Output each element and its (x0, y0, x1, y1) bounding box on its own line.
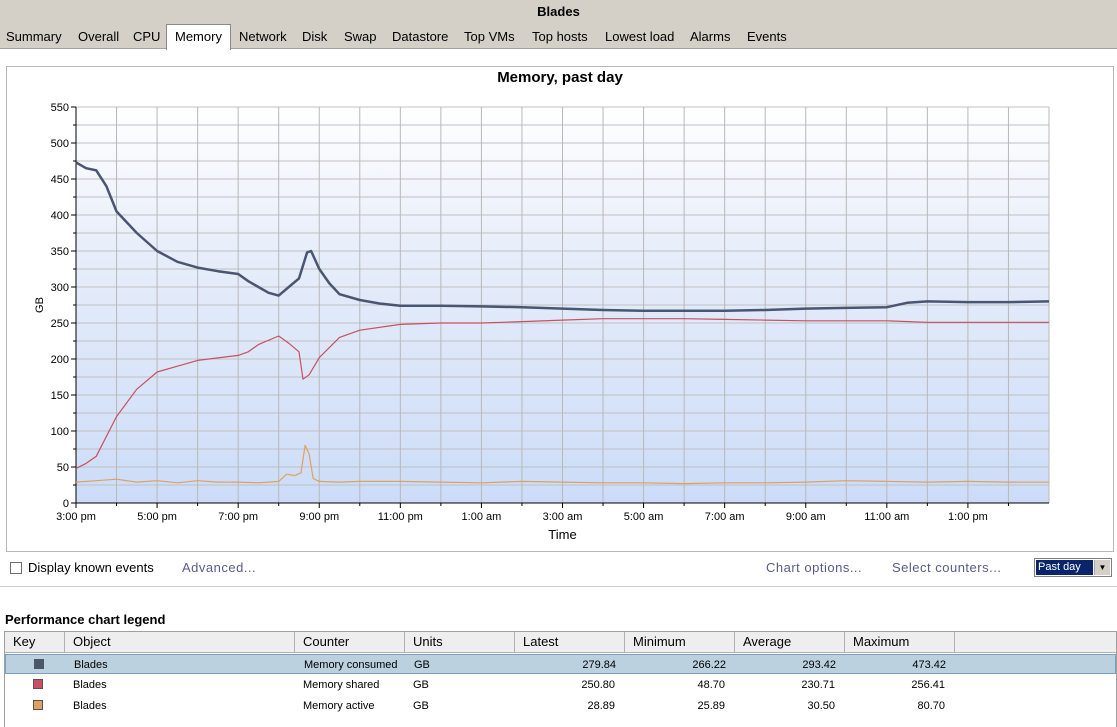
tab-top-vms[interactable]: Top VMs (464, 29, 515, 44)
row-object: Blades (74, 659, 108, 671)
col-counter[interactable]: Counter (295, 632, 405, 652)
tab-top-hosts[interactable]: Top hosts (532, 29, 588, 44)
x-axis-label: Time (548, 527, 576, 542)
x-tick-label: 1:00 pm (948, 511, 988, 523)
y-tick-label: 350 (51, 246, 69, 258)
memory-line-chart: 0 50 100 150 200 250 300 350 400 450 500 550 3:00 pm… (34, 102, 1050, 542)
series-line (75, 318, 1049, 469)
tab-cpu[interactable]: CPU (133, 29, 161, 44)
series-color-swatch (34, 659, 44, 669)
row-latest: 28.89 (587, 700, 615, 712)
chart-panel: Memory, past day 0 50 100 150 200 250 300 350 40… (6, 66, 1114, 552)
advanced-link[interactable]: Advanced... (182, 560, 257, 575)
chart-options-link[interactable]: Chart options... (766, 560, 863, 575)
y-tick-label: 0 (63, 498, 69, 510)
y-tick-label: 150 (51, 390, 69, 402)
row-latest: 279.84 (582, 659, 616, 671)
tab-memory[interactable]: Memory (166, 24, 231, 50)
divider (0, 586, 1117, 587)
period-select-value: Past day (1036, 560, 1093, 575)
row-units: GB (413, 679, 429, 691)
x-tick-label: 7:00 pm (218, 511, 258, 523)
period-select[interactable]: Past day ▼ (1034, 558, 1112, 577)
col-object[interactable]: Object (65, 632, 295, 652)
x-tick-label: 9:00 pm (299, 511, 339, 523)
row-maximum: 80.70 (917, 700, 945, 712)
row-maximum: 473.42 (912, 659, 946, 671)
series-color-swatch (33, 700, 43, 710)
row-minimum: 266.22 (692, 659, 726, 671)
tab-bar: Summary Overall CPU Memory Network Disk … (0, 24, 1117, 50)
y-tick-label: 100 (51, 426, 69, 438)
col-maximum[interactable]: Maximum (845, 632, 955, 652)
series-line (75, 161, 1050, 313)
y-tick-label: 550 (51, 102, 69, 114)
tab-disk[interactable]: Disk (302, 29, 328, 44)
row-latest: 250.80 (581, 679, 615, 691)
x-tick-label: 7:00 am (705, 511, 745, 523)
tab-datastore[interactable]: Datastore (392, 29, 449, 44)
x-tick-label: 3:00 am (543, 511, 583, 523)
chart-title: Memory, past day (497, 69, 623, 86)
legend-table: Key Object Counter Units Latest Minimum … (4, 631, 1117, 727)
tab-swap[interactable]: Swap (344, 29, 377, 44)
row-object: Blades (73, 700, 107, 712)
chevron-down-icon[interactable]: ▼ (1094, 560, 1110, 575)
y-tick-label: 200 (51, 354, 69, 366)
row-maximum: 256.41 (911, 679, 945, 691)
legend-title: Performance chart legend (5, 612, 166, 627)
tab-overall[interactable]: Overall (78, 29, 120, 44)
col-average[interactable]: Average (735, 632, 845, 652)
legend-header: Key Object Counter Units Latest Minimum … (5, 632, 1116, 653)
col-latest[interactable]: Latest (515, 632, 625, 652)
series-color-swatch (33, 679, 43, 689)
legend-row-memory-active[interactable]: Blades Memory active GB 28.89 25.89 30.5… (5, 696, 1116, 716)
display-events-checkbox[interactable] (10, 562, 22, 574)
row-counter: Memory active (303, 700, 375, 712)
series-line (75, 444, 1049, 485)
row-minimum: 48.70 (697, 679, 725, 691)
row-average: 30.50 (807, 700, 835, 712)
legend-row-memory-consumed[interactable]: Blades Memory consumed GB 279.84 266.22 … (5, 654, 1116, 674)
col-units[interactable]: Units (405, 632, 515, 652)
row-units: GB (414, 659, 430, 671)
tab-network[interactable]: Network (239, 29, 287, 44)
y-tick-label: 500 (51, 138, 69, 150)
y-axis-label: GB (34, 297, 46, 313)
row-object: Blades (73, 679, 107, 691)
legend-row-memory-shared[interactable]: Blades Memory shared GB 250.80 48.70 230… (5, 675, 1116, 695)
row-counter: Memory shared (303, 679, 380, 691)
y-tick-label: 250 (51, 318, 69, 330)
x-tick-label: 9:00 am (786, 511, 826, 523)
select-counters-link[interactable]: Select counters... (892, 560, 1002, 575)
x-tick-label: 5:00 am (624, 511, 664, 523)
window-title: Blades (0, 0, 1117, 24)
x-tick-label: 1:00 am (462, 511, 502, 523)
col-minimum[interactable]: Minimum (625, 632, 735, 652)
y-tick-label: 300 (51, 282, 69, 294)
x-tick-label: 5:00 pm (137, 511, 177, 523)
row-average: 293.42 (802, 659, 836, 671)
row-minimum: 25.89 (697, 700, 725, 712)
row-units: GB (413, 700, 429, 712)
y-tick-label: 50 (57, 462, 69, 474)
x-tick-label: 11:00 pm (378, 511, 423, 523)
x-tick-label: 3:00 pm (56, 511, 96, 523)
row-counter: Memory consumed (304, 659, 398, 671)
tab-summary[interactable]: Summary (6, 29, 62, 44)
row-average: 230.71 (801, 679, 835, 691)
y-tick-label: 450 (51, 174, 69, 186)
tab-events[interactable]: Events (747, 29, 787, 44)
col-key[interactable]: Key (5, 632, 65, 652)
x-tick-label: 11:00 am (864, 511, 909, 523)
tab-lowest-load[interactable]: Lowest load (605, 29, 675, 44)
tab-alarms[interactable]: Alarms (690, 29, 731, 44)
y-tick-label: 400 (51, 210, 69, 222)
display-events-label: Display known events (28, 560, 154, 575)
